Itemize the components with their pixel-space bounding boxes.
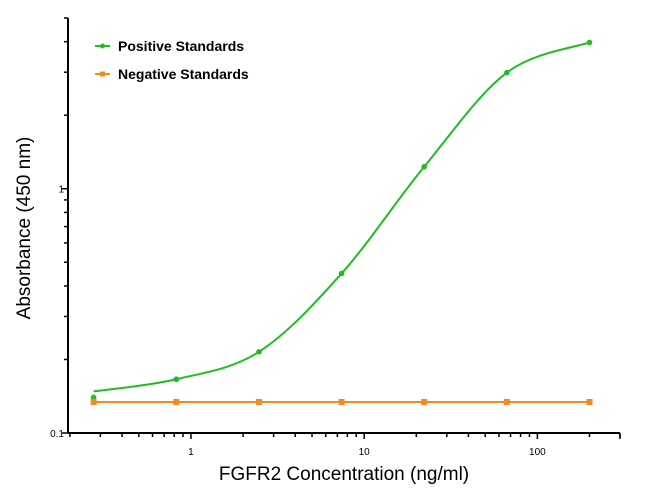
- data-point: [586, 398, 593, 405]
- legend-item-negative: Negative Standards: [95, 66, 249, 82]
- data-point: [338, 398, 345, 405]
- legend-item-positive: Positive Standards: [95, 38, 244, 54]
- legend: Positive Standards Negative Standards: [95, 38, 249, 82]
- x-tick-label: 10: [359, 447, 371, 458]
- y-tick-label: 1: [58, 185, 64, 196]
- data-point: [256, 348, 262, 355]
- x-axis-label: FGFR2 Concentration (ng/ml): [219, 464, 469, 485]
- axes: 1 10 100 0.1 1: [50, 17, 621, 458]
- legend-label-positive: Positive Standards: [118, 38, 244, 54]
- data-point: [338, 270, 345, 277]
- marks: [90, 39, 593, 405]
- data-point: [504, 69, 510, 76]
- x-tick-label: 1: [188, 447, 194, 458]
- data-point: [421, 163, 427, 170]
- data-point: [586, 39, 593, 46]
- legend-marker-negative: [100, 71, 105, 77]
- data-point: [90, 398, 97, 405]
- y-axis-label: Absorbance (450 nm): [14, 137, 35, 320]
- x-tick-label: 100: [529, 447, 546, 458]
- data-point: [173, 398, 180, 405]
- legend-label-negative: Negative Standards: [118, 66, 249, 82]
- series-line-0: [93, 41, 590, 393]
- data-point: [90, 394, 97, 401]
- data-point: [255, 398, 262, 405]
- data-point: [173, 376, 180, 383]
- data-point: [421, 398, 428, 405]
- legend-marker-positive: [100, 43, 105, 49]
- data-point: [503, 398, 510, 405]
- y-tick-label: 0.1: [50, 429, 64, 440]
